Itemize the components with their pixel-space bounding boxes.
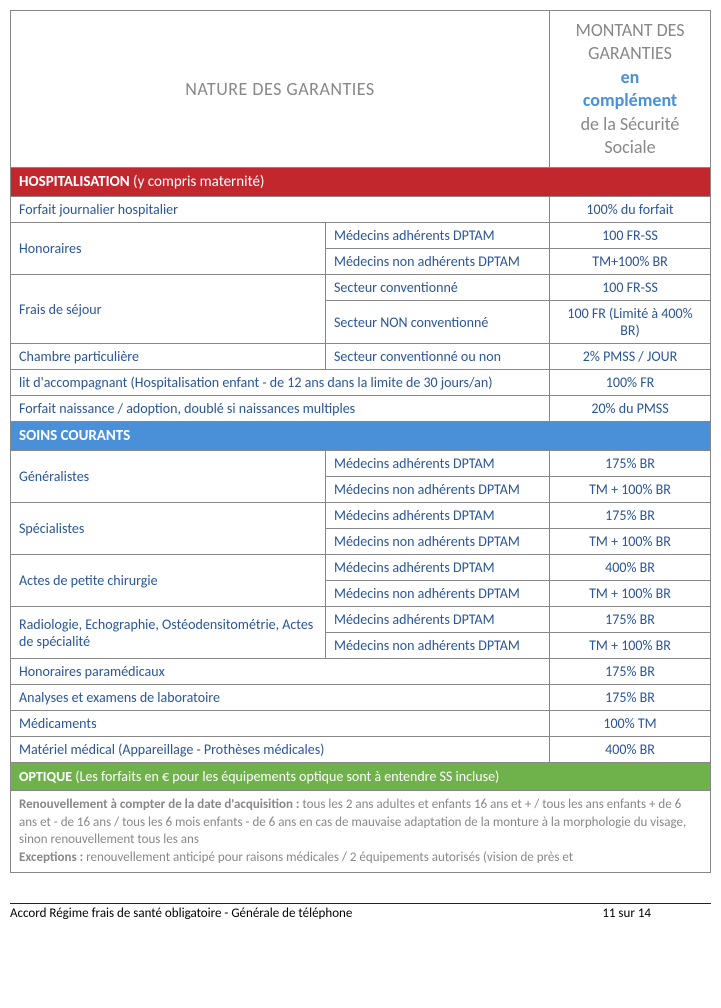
row-value: 100% du forfait [550,197,711,223]
table-row: Frais de séjour Secteur conventionné 100… [11,275,711,301]
row-label: Matériel médical (Appareillage - Prothès… [11,737,550,763]
table-row: Médicaments 100% TM [11,711,711,737]
section-soins-courants: SOINS COURANTS [11,422,711,451]
table-row: lit d'accompagnant (Hospitalisation enfa… [11,370,711,396]
montant-line2b: complément [583,89,677,111]
table-row: Radiologie, Echographie, Ostéodensitomét… [11,607,711,633]
row-value: 100 FR-SS [550,223,711,249]
nature-header-text: NATURE DES GARANTIES [185,78,374,100]
row-value: TM + 100% BR [550,581,711,607]
section-title: OPTIQUE [19,768,72,785]
montant-header: MONTANT DES GARANTIES en complément de l… [550,11,711,168]
row-detail: Médecins adhérents DPTAM [326,607,550,633]
row-value: 400% BR [550,555,711,581]
footer-page-number: 11 sur 14 [602,906,651,921]
row-detail: Médecins non adhérents DPTAM [326,581,550,607]
row-label: Spécialistes [11,503,326,555]
row-value: 400% BR [550,737,711,763]
footer-left-text: Accord Régime frais de santé obligatoire… [10,906,602,921]
row-detail: Médecins non adhérents DPTAM [326,477,550,503]
section-title: HOSPITALISATION [19,173,130,191]
row-detail: Médecins adhérents DPTAM [326,503,550,529]
row-label: Honoraires paramédicaux [11,659,550,685]
row-label: Frais de séjour [11,275,326,344]
table-row: Forfait journalier hospitalier 100% du f… [11,197,711,223]
section-hospitalisation: HOSPITALISATION (y compris maternité) [11,168,711,197]
section-optique: OPTIQUE (Les forfaits en € pour les équi… [11,763,711,791]
montant-line3: de la Sécurité Sociale [581,113,680,158]
guarantees-table: NATURE DES GARANTIES MONTANT DES GARANTI… [10,10,711,873]
section-title: SOINS COURANTS [11,422,711,451]
row-label: Actes de petite chirurgie [11,555,326,607]
row-value: 100 FR (Limité à 400% BR) [550,301,711,344]
table-row: Spécialistes Médecins adhérents DPTAM 17… [11,503,711,529]
table-row: Honoraires Médecins adhérents DPTAM 100 … [11,223,711,249]
row-detail: Secteur conventionné ou non [326,344,550,370]
row-value: 100 FR-SS [550,275,711,301]
row-detail: Médecins non adhérents DPTAM [326,529,550,555]
row-label: Médicaments [11,711,550,737]
note-bold: Renouvellement à compter de la date d'ac… [19,797,299,812]
row-value: TM + 100% BR [550,633,711,659]
row-detail: Secteur NON conventionné [326,301,550,344]
row-value: 100% TM [550,711,711,737]
row-value: TM+100% BR [550,249,711,275]
optique-note-row: Renouvellement à compter de la date d'ac… [11,791,711,872]
row-value: 20% du PMSS [550,396,711,422]
row-value: 175% BR [550,451,711,477]
row-value: 100% FR [550,370,711,396]
montant-line1: MONTANT DES GARANTIES [575,19,684,64]
table-row: Généralistes Médecins adhérents DPTAM 17… [11,451,711,477]
section-subtitle: (y compris maternité) [130,173,265,191]
table-row: Chambre particulière Secteur conventionn… [11,344,711,370]
row-label: Honoraires [11,223,326,275]
table-row: Honoraires paramédicaux 175% BR [11,659,711,685]
row-detail: Secteur conventionné [326,275,550,301]
row-value: 175% BR [550,503,711,529]
table-row: Forfait naissance / adoption, doublé si … [11,396,711,422]
row-detail: Médecins adhérents DPTAM [326,451,550,477]
row-detail: Médecins adhérents DPTAM [326,555,550,581]
row-detail: Médecins non adhérents DPTAM [326,633,550,659]
row-value: 2% PMSS / JOUR [550,344,711,370]
row-label: lit d'accompagnant (Hospitalisation enfa… [11,370,550,396]
row-label: Chambre particulière [11,344,326,370]
nature-header: NATURE DES GARANTIES [11,11,550,168]
montant-line2a: en [621,66,640,88]
section-subtitle: (Les forfaits en € pour les équipements … [72,768,499,785]
row-value: TM + 100% BR [550,529,711,555]
row-detail: Médecins adhérents DPTAM [326,223,550,249]
row-value: 175% BR [550,607,711,633]
row-value: 175% BR [550,659,711,685]
row-label: Généralistes [11,451,326,503]
table-row: Matériel médical (Appareillage - Prothès… [11,737,711,763]
note-bold: Exceptions : [19,850,83,865]
row-value: 175% BR [550,685,711,711]
row-value: TM + 100% BR [550,477,711,503]
note-text: renouvellement anticipé pour raisons méd… [83,850,573,865]
table-row: Actes de petite chirurgie Médecins adhér… [11,555,711,581]
row-label: Forfait journalier hospitalier [11,197,550,223]
row-detail: Médecins non adhérents DPTAM [326,249,550,275]
row-label: Analyses et examens de laboratoire [11,685,550,711]
table-row: Analyses et examens de laboratoire 175% … [11,685,711,711]
page-footer: Accord Régime frais de santé obligatoire… [10,903,711,921]
row-label: Radiologie, Echographie, Ostéodensitomét… [11,607,326,659]
row-label: Forfait naissance / adoption, doublé si … [11,396,550,422]
table-header-row: NATURE DES GARANTIES MONTANT DES GARANTI… [11,11,711,168]
